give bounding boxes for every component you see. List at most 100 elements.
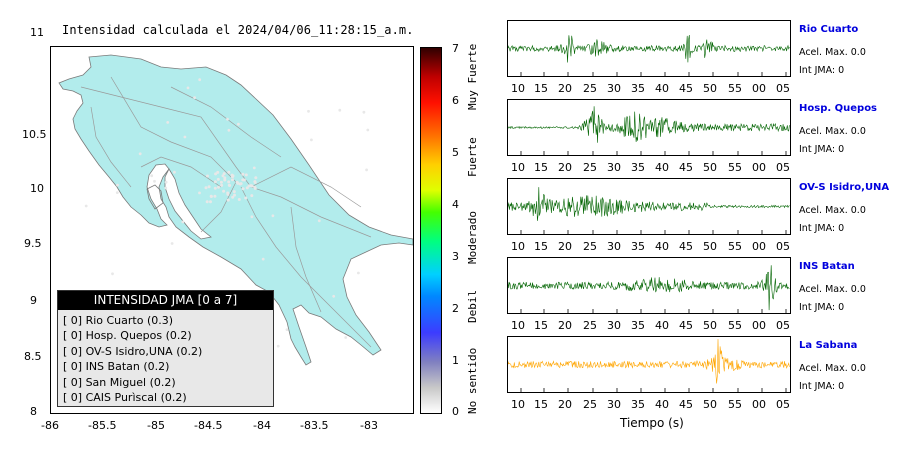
legend-title: INTENSIDAD JMA [0 a 7] [58, 291, 273, 310]
station-jma-intensity: Int JMA: 0 [799, 144, 845, 155]
x-tick-label: -85 [147, 419, 165, 432]
trace-x-tick-label: 00 [752, 319, 766, 332]
trace-x-tick-label: 50 [703, 161, 717, 174]
y-tick-label: 8.5 [24, 350, 42, 363]
x-tick-label: -85.5 [88, 419, 117, 432]
waveform-plot [508, 339, 790, 392]
town-dot [244, 196, 248, 200]
y-tick-label: 9.5 [24, 237, 42, 250]
town-dot [209, 194, 213, 198]
town-dot [285, 328, 289, 331]
town-dot [164, 186, 168, 190]
trace-x-tick-label: 35 [631, 398, 645, 411]
trace-x-tick-label: 30 [607, 82, 621, 95]
map-title: Intensidad calculada el 2024/04/06_11:28… [62, 23, 414, 37]
trace-x-tick-label: 20 [558, 161, 572, 174]
town-dot [357, 271, 360, 275]
waveform-panel [507, 178, 791, 235]
town-dot [245, 186, 249, 190]
town-dot [220, 183, 224, 187]
trace-x-tick-label: 20 [558, 319, 572, 332]
trace-x-tick-label: 00 [752, 398, 766, 411]
trace-x-tick-label: 15 [534, 161, 548, 174]
trace-x-tick-label: 25 [583, 240, 597, 253]
town-dot [237, 122, 240, 126]
town-dot [227, 183, 231, 187]
trace-x-tick-label: 30 [607, 398, 621, 411]
trace-x-tick-label: 40 [655, 82, 669, 95]
town-dot [213, 180, 217, 184]
town-dot [186, 86, 190, 90]
town-dot [223, 176, 227, 180]
waveform-plot [508, 106, 790, 155]
town-dot [170, 242, 174, 245]
nicoya-gulf-bay [164, 168, 212, 240]
traces-x-label: Tiempo (s) [620, 416, 684, 430]
town-dot [253, 186, 257, 190]
town-dot [271, 214, 275, 218]
waveform-trace [508, 265, 790, 311]
trace-x-tick-label: 25 [583, 319, 597, 332]
town-dot [362, 110, 366, 114]
town-dot [250, 215, 254, 219]
town-dot [223, 178, 227, 182]
trace-x-tick-label: 35 [631, 319, 645, 332]
trace-x-tick-label: 05 [776, 161, 790, 174]
trace-x-tick-label: 30 [607, 319, 621, 332]
town-dot [230, 173, 234, 177]
station-name: INS Batan [799, 261, 855, 272]
trace-x-tick-label: 45 [679, 240, 693, 253]
town-dot [209, 200, 212, 204]
town-dot [222, 172, 226, 176]
legend-row: [ 0] CAIS Purìscal (0.2) [63, 390, 187, 404]
waveform-panel [507, 20, 791, 77]
station-name: Rio Cuarto [799, 24, 859, 35]
town-dot [198, 78, 202, 82]
road-line [240, 186, 372, 348]
town-dot [261, 257, 265, 261]
colorbar-tick: 6 [452, 94, 459, 107]
colorbar-tick: 7 [452, 42, 459, 55]
trace-x-tick-label: 00 [752, 82, 766, 95]
town-dot [241, 187, 245, 191]
waveform-trace [508, 34, 790, 63]
town-dot [226, 192, 230, 196]
trace-x-tick-label: 50 [703, 319, 717, 332]
town-dot [250, 184, 254, 188]
costa-rica-map [58, 54, 413, 366]
waveform-trace [508, 187, 790, 221]
trace-x-tick-label: 35 [631, 82, 645, 95]
town-dot [193, 96, 197, 99]
bay-outline [146, 184, 164, 210]
road-line [250, 166, 362, 208]
town-dot [206, 174, 209, 178]
town-dot [216, 170, 220, 174]
town-dot [217, 185, 220, 189]
trace-x-tick-label: 40 [655, 240, 669, 253]
trace-x-tick-label: 05 [776, 319, 790, 332]
waveform-panel [507, 257, 791, 314]
waveform-trace [508, 339, 790, 384]
town-dot [366, 128, 370, 132]
road-line [110, 76, 237, 183]
trace-x-tick-label: 20 [558, 82, 572, 95]
town-dot [241, 172, 245, 176]
trace-x-tick-label: 40 [655, 398, 669, 411]
town-dot [214, 172, 218, 176]
colorbar-tick: 3 [452, 250, 459, 263]
town-dot [84, 204, 88, 208]
waveform-plot [508, 265, 790, 313]
waveform-trace [508, 106, 790, 143]
town-dot [213, 186, 217, 190]
trace-x-tick-label: 15 [534, 240, 548, 253]
town-dot [111, 272, 114, 276]
trace-x-tick-label: 55 [728, 398, 742, 411]
town-dot [213, 194, 217, 198]
station-jma-intensity: Int JMA: 0 [799, 381, 845, 392]
town-dot [115, 191, 119, 195]
legend-row: [ 0] Hosp. Quepos (0.2) [63, 329, 192, 343]
town-dot [317, 219, 321, 223]
town-dot [365, 168, 368, 172]
trace-x-tick-label: 40 [655, 319, 669, 332]
station-max-accel: Acel. Max. 0.0 [799, 205, 866, 216]
